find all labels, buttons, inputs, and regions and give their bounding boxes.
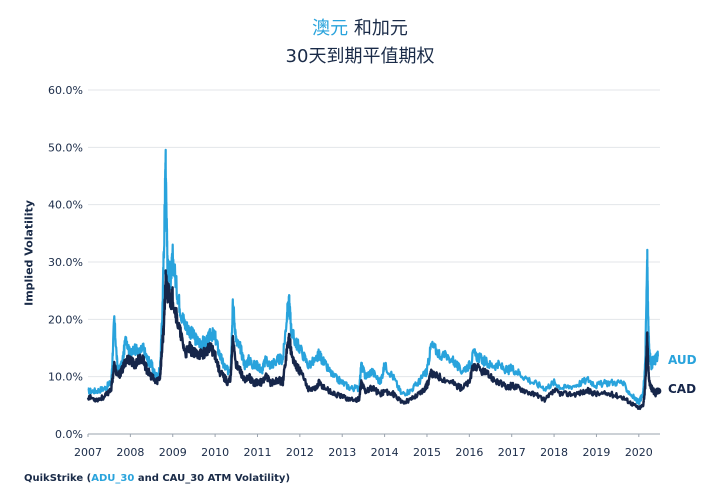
x-tick-label: 2012	[286, 446, 314, 459]
chart-title-line-1: 澳元 和加元	[0, 14, 720, 40]
series-end-marker-cad	[654, 387, 662, 395]
x-tick-label: 2013	[328, 446, 356, 459]
y-tick-label: 50.0%	[48, 141, 83, 154]
x-tick-label: 2014	[371, 446, 399, 459]
legend-label-cad: CAD	[668, 382, 696, 396]
x-tick-label: 2009	[159, 446, 187, 459]
source-suffix: and CAU_30 ATM Volatility)	[134, 473, 291, 484]
x-tick-label: 2018	[540, 446, 568, 459]
x-tick-label: 2010	[201, 446, 229, 459]
series-line-aud	[87, 148, 659, 405]
source-note: QuikStrike (ADU_30 and CAU_30 ATM Volati…	[24, 473, 290, 484]
legend-label-aud: AUD	[668, 353, 697, 367]
x-tick-label: 2020	[625, 446, 653, 459]
x-tick-label: 2015	[413, 446, 441, 459]
title-rest: 和加元	[348, 18, 408, 39]
x-tick-label: 2019	[582, 446, 610, 459]
x-tick-label: 2017	[498, 446, 526, 459]
y-tick-label: 10.0%	[48, 371, 83, 384]
x-tick-label: 2008	[116, 446, 144, 459]
source-prefix: QuikStrike (	[24, 473, 92, 484]
y-tick-label: 30.0%	[48, 256, 83, 269]
x-tick-label: 2011	[243, 446, 271, 459]
y-tick-label: 0.0%	[55, 428, 83, 441]
series-line-cad	[86, 269, 660, 411]
source-accent: ADU_30	[91, 473, 135, 484]
x-tick-label: 2007	[74, 446, 102, 459]
y-tick-label: 40.0%	[48, 199, 83, 212]
y-tick-label: 20.0%	[48, 313, 83, 326]
x-tick-label: 2016	[455, 446, 483, 459]
title-aud: 澳元	[312, 18, 349, 39]
y-tick-label: 60.0%	[48, 84, 83, 97]
chart-title-line-2: 30天到期平值期权	[285, 46, 435, 67]
